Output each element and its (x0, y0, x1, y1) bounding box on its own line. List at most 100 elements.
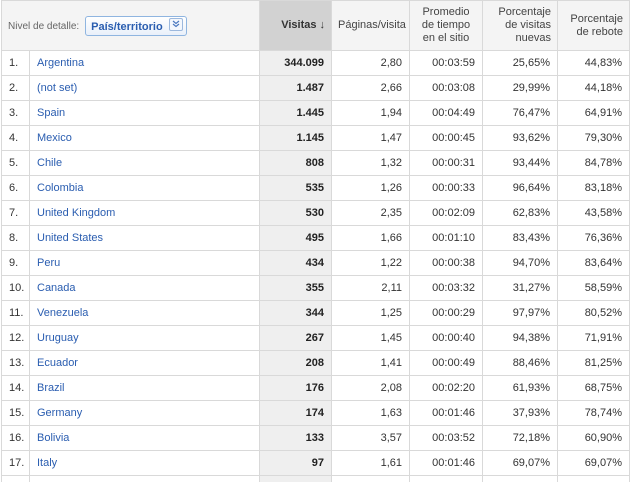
country-link[interactable]: Peru (37, 257, 61, 269)
country-cell: Bolivia (29, 425, 260, 451)
visits-value: 495 (259, 225, 332, 251)
pages-per-visit-value: 1,41 (331, 350, 410, 376)
country-link[interactable]: Brazil (37, 382, 65, 394)
country-cell: Spain (29, 100, 260, 126)
bounce-rate-value: 81,25% (557, 350, 630, 376)
avg-time-value: 00:00:31 (409, 150, 483, 176)
row-index: 6. (1, 175, 30, 201)
country-link[interactable]: United Kingdom (37, 207, 116, 219)
row-index: 15. (1, 400, 30, 426)
column-header-bounce-rate[interactable]: Porcentaje de rebote (557, 0, 630, 51)
country-cell: Peru (29, 250, 260, 276)
row-index: 14. (1, 375, 30, 401)
country-cell: Germany (29, 400, 260, 426)
visits-value: 344.099 (259, 50, 332, 76)
row-index: 1. (1, 50, 30, 76)
bounce-rate-value: 58,59% (557, 275, 630, 301)
country-link[interactable]: Canada (37, 282, 76, 294)
visits-value: 174 (259, 400, 332, 426)
new-visits-value: 61,93% (482, 375, 558, 401)
table-row: 11. Venezuela 344 1,25 00:00:29 97,97% 80,52% (1, 300, 630, 326)
empty-cell (259, 475, 332, 482)
visits-value: 1.145 (259, 125, 332, 151)
avg-time-value: 00:01:46 (409, 400, 483, 426)
table-row: 6. Colombia 535 1,26 00:00:33 96,64% 83,18% (1, 175, 630, 201)
visits-value: 208 (259, 350, 332, 376)
table-row: 12. Uruguay 267 1,45 00:00:40 94,38% 71,91% (1, 325, 630, 351)
country-link[interactable]: Germany (37, 407, 83, 419)
bounce-rate-value: 78,74% (557, 400, 630, 426)
avg-time-value: 00:00:40 (409, 325, 483, 351)
new-visits-value: 76,47% (482, 100, 558, 126)
empty-cell (482, 475, 558, 482)
country-link[interactable]: Colombia (37, 182, 84, 194)
visits-value: 1.445 (259, 100, 332, 126)
visits-value: 535 (259, 175, 332, 201)
row-index: 13. (1, 350, 30, 376)
country-link[interactable]: United States (37, 232, 104, 244)
country-link[interactable]: Uruguay (37, 332, 79, 344)
country-link[interactable]: (not set) (37, 82, 78, 94)
bounce-rate-value: 43,58% (557, 200, 630, 226)
country-link[interactable]: Italy (37, 457, 58, 469)
country-link[interactable]: Spain (37, 107, 66, 119)
table-row: 10. Canada 355 2,11 00:03:32 31,27% 58,59% (1, 275, 630, 301)
table-row: 13. Ecuador 208 1,41 00:00:49 88,46% 81,25% (1, 350, 630, 376)
chevron-down-icon[interactable] (168, 17, 183, 31)
bounce-rate-value: 83,18% (557, 175, 630, 201)
bounce-header-label: Porcentaje de rebote (570, 12, 623, 38)
new-visits-value: 93,62% (482, 125, 558, 151)
dimension-select[interactable]: País/territorio (85, 15, 187, 36)
pages-per-visit-value: 2,35 (331, 200, 410, 226)
country-cell: Italy (29, 450, 260, 476)
arrow-down-icon: ↓ (319, 19, 326, 31)
visits-value: 133 (259, 425, 332, 451)
row-index: 2. (1, 75, 30, 101)
column-header-visits[interactable]: Visitas ↓ (259, 0, 332, 51)
column-header-new-visits[interactable]: Porcentaje de visitas nuevas (482, 0, 558, 51)
pages-per-visit-value: 2,80 (331, 50, 410, 76)
new-visits-value: 62,83% (482, 200, 558, 226)
country-cell: Venezuela (29, 300, 260, 326)
column-header-pages-per-visit[interactable]: Páginas/visita (331, 0, 410, 51)
table-row: 8. United States 495 1,66 00:01:10 83,43% 76,3… (1, 225, 630, 251)
country-cell: Canada (29, 275, 260, 301)
avg-time-value: 00:03:52 (409, 425, 483, 451)
avg-time-value: 00:00:49 (409, 350, 483, 376)
column-header-avg-time[interactable]: Promedio de tiempo en el sitio (409, 0, 483, 51)
country-link[interactable]: Argentina (37, 57, 85, 69)
bounce-rate-value: 60,90% (557, 425, 630, 451)
row-index: 3. (1, 100, 30, 126)
visits-header-label: Visitas (281, 19, 317, 31)
pages-per-visit-value: 1,45 (331, 325, 410, 351)
new-visits-value: 88,46% (482, 350, 558, 376)
visits-value: 176 (259, 375, 332, 401)
country-cell: Uruguay (29, 325, 260, 351)
visits-value: 808 (259, 150, 332, 176)
country-cell: Brazil (29, 375, 260, 401)
bounce-rate-value: 80,52% (557, 300, 630, 326)
new-visits-value: 94,70% (482, 250, 558, 276)
country-cell: Argentina (29, 50, 260, 76)
country-link[interactable]: Chile (37, 157, 63, 169)
pages-per-visit-value: 2,11 (331, 275, 410, 301)
table-row-partial (1, 475, 630, 482)
row-index: 11. (1, 300, 30, 326)
row-index: 4. (1, 125, 30, 151)
pages-per-visit-value: 1,66 (331, 225, 410, 251)
pages-per-visit-value: 1,47 (331, 125, 410, 151)
pages-header-label: Páginas/visita (338, 19, 406, 31)
bounce-rate-value: 44,83% (557, 50, 630, 76)
new-visits-header-label: Porcentaje de visitas nuevas (498, 6, 551, 44)
bounce-rate-value: 71,91% (557, 325, 630, 351)
visits-value: 1.487 (259, 75, 332, 101)
dimension-select-label: País/territorio (91, 20, 163, 33)
table-row: 7. United Kingdom 530 2,35 00:02:09 62,83% 43,… (1, 200, 630, 226)
row-index: 8. (1, 225, 30, 251)
new-visits-value: 94,38% (482, 325, 558, 351)
country-link[interactable]: Ecuador (37, 357, 78, 369)
country-link[interactable]: Mexico (37, 132, 72, 144)
country-link[interactable]: Bolivia (37, 432, 70, 444)
visits-value: 355 (259, 275, 332, 301)
country-link[interactable]: Venezuela (37, 307, 89, 319)
